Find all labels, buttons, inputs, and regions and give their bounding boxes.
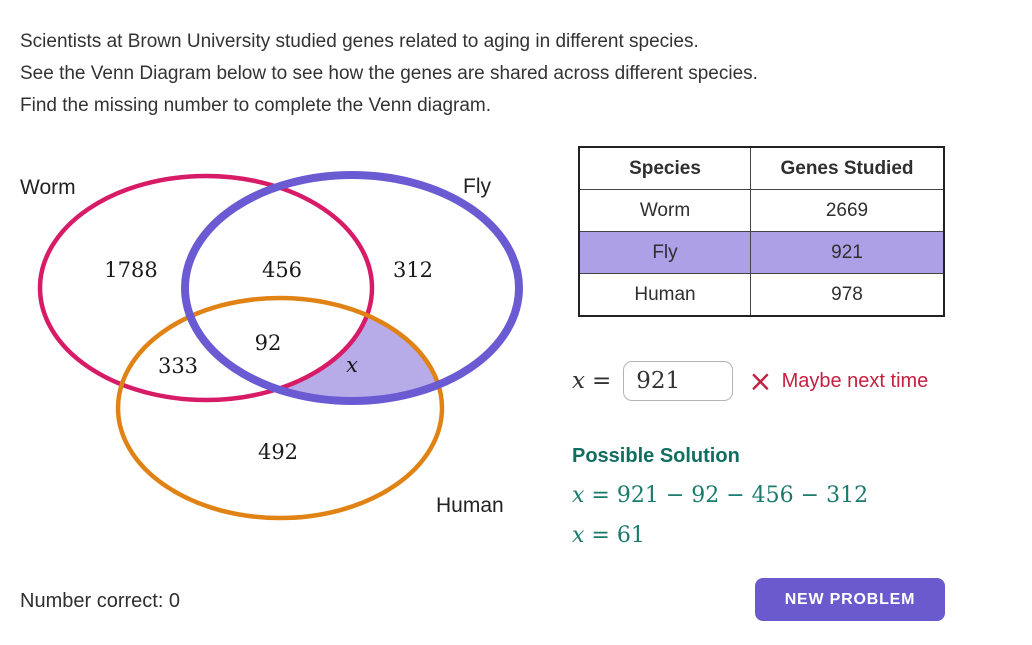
region-worm-human: 333 [158, 354, 198, 378]
table-cell-species: Human [578, 273, 751, 317]
human-set-label: Human [436, 494, 504, 517]
solution-eq1-expression: = 921 − 92 − 456 − 312 [591, 483, 869, 508]
table-cell-genes: 978 [750, 273, 945, 317]
table-header-species: Species [578, 146, 751, 190]
table-cell-genes: 921 [750, 231, 945, 274]
solution-eq2-variable: x [572, 523, 585, 548]
region-fly-only: 312 [393, 258, 433, 282]
solution-eq2-expression: = 61 [591, 523, 645, 548]
human-ellipse [115, 295, 445, 521]
instructions: Scientists at Brown University studied g… [20, 26, 758, 122]
incorrect-cross-icon: × [748, 363, 773, 398]
answer-input[interactable] [623, 361, 734, 401]
region-fly-human-unknown: x [346, 353, 358, 377]
new-problem-button[interactable]: NEW PROBLEM [755, 578, 945, 621]
fly-ellipse [181, 171, 523, 405]
venn-diagram-container: Worm Fly Human 1788 456 312 92 333 x 492 [0, 145, 540, 535]
instructions-line-1: Scientists at Brown University studied g… [20, 31, 699, 52]
feedback-text: Maybe next time [781, 369, 929, 392]
venn-diagram: Worm Fly Human 1788 456 312 92 333 x 492 [20, 171, 523, 521]
worm-set-label: Worm [20, 176, 76, 199]
answer-variable-label: x [572, 368, 585, 394]
table-cell-genes: 2669 [750, 189, 945, 232]
region-worm-fly: 456 [262, 258, 302, 282]
possible-solution: Possible Solution x = 921 − 92 − 456 − 3… [572, 445, 868, 548]
instructions-line-2: See the Venn Diagram below to see how th… [20, 63, 758, 84]
score-label: Number correct: 0 [20, 590, 181, 612]
answer-equals-sign: = [591, 368, 612, 394]
fly-set-label: Fly [463, 175, 491, 198]
solution-equation-1: x = 921 − 92 − 456 − 312 [572, 483, 868, 508]
region-human-only: 492 [258, 440, 298, 464]
region-worm-fly-human: 92 [255, 331, 282, 355]
table-row-worm: Worm 2669 [578, 189, 945, 232]
table-cell-species: Worm [578, 189, 751, 232]
solution-equation-2: x = 61 [572, 523, 868, 548]
table-row-human: Human 978 [578, 273, 945, 317]
instructions-line-3: Find the missing number to complete the … [20, 95, 492, 116]
worm-ellipse [37, 173, 375, 403]
answer-row: x = × Maybe next time [572, 361, 928, 401]
feedback-message: × Maybe next time [748, 363, 929, 398]
table-header-genes: Genes Studied [750, 146, 945, 190]
region-worm-only: 1788 [104, 258, 157, 282]
genes-table: Species Genes Studied Worm 2669 Fly 921 … [578, 146, 945, 317]
solution-title: Possible Solution [572, 445, 740, 467]
table-header-row: Species Genes Studied [578, 146, 945, 190]
table-cell-species: Fly [578, 231, 751, 274]
solution-eq1-variable: x [572, 483, 585, 508]
table-row-fly: Fly 921 [578, 231, 945, 274]
